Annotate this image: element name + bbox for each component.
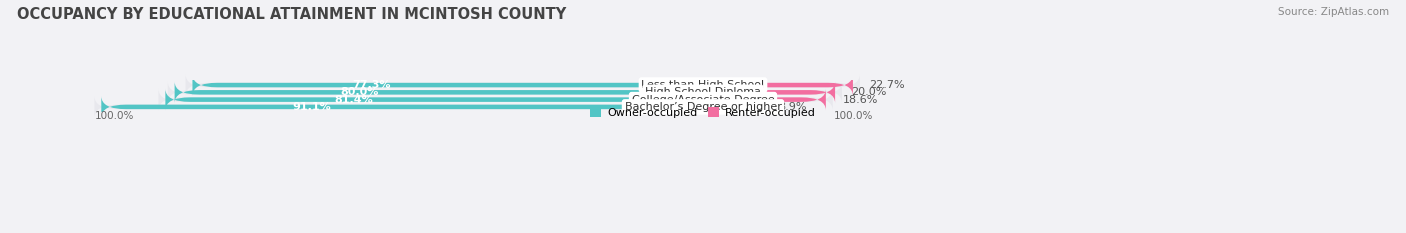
FancyBboxPatch shape	[186, 74, 860, 96]
FancyBboxPatch shape	[703, 96, 762, 118]
Text: 22.7%: 22.7%	[869, 80, 905, 90]
Text: 91.1%: 91.1%	[292, 102, 332, 112]
FancyBboxPatch shape	[167, 82, 842, 103]
Text: OCCUPANCY BY EDUCATIONAL ATTAINMENT IN MCINTOSH COUNTY: OCCUPANCY BY EDUCATIONAL ATTAINMENT IN M…	[17, 7, 567, 22]
Text: 77.3%: 77.3%	[352, 80, 391, 90]
Text: Source: ZipAtlas.com: Source: ZipAtlas.com	[1278, 7, 1389, 17]
Text: 100.0%: 100.0%	[834, 111, 873, 121]
Text: 20.0%: 20.0%	[852, 87, 887, 97]
FancyBboxPatch shape	[703, 82, 835, 103]
FancyBboxPatch shape	[193, 74, 703, 96]
Legend: Owner-occupied, Renter-occupied: Owner-occupied, Renter-occupied	[586, 103, 820, 122]
Text: 8.9%: 8.9%	[779, 102, 807, 112]
Text: 81.4%: 81.4%	[335, 95, 373, 105]
Text: High School Diploma: High School Diploma	[645, 87, 761, 97]
Text: Bachelor’s Degree or higher: Bachelor’s Degree or higher	[624, 102, 782, 112]
Text: 100.0%: 100.0%	[94, 111, 134, 121]
FancyBboxPatch shape	[703, 89, 825, 110]
Text: College/Associate Degree: College/Associate Degree	[631, 95, 775, 105]
FancyBboxPatch shape	[94, 96, 769, 118]
FancyBboxPatch shape	[174, 82, 703, 103]
FancyBboxPatch shape	[166, 89, 703, 110]
Text: 80.0%: 80.0%	[340, 87, 378, 97]
FancyBboxPatch shape	[101, 96, 703, 118]
FancyBboxPatch shape	[159, 89, 832, 110]
Text: Less than High School: Less than High School	[641, 80, 765, 90]
FancyBboxPatch shape	[703, 74, 853, 96]
Text: 18.6%: 18.6%	[842, 95, 877, 105]
